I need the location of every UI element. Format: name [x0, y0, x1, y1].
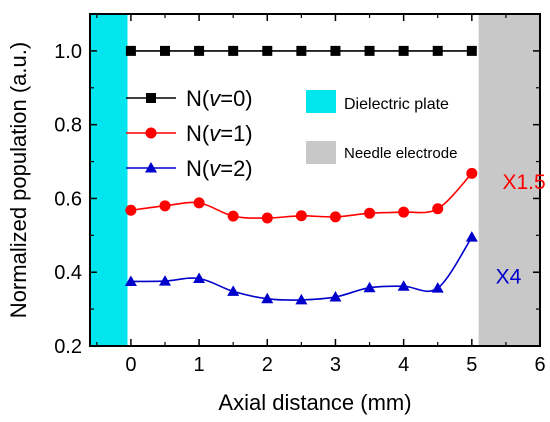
legend-label-0: N(v=0) — [186, 86, 253, 111]
data-point-s1-4 — [261, 212, 273, 224]
data-point-s0-9 — [432, 45, 443, 56]
data-point-s0-6 — [330, 45, 341, 56]
y-tick-label: 0.2 — [54, 336, 82, 358]
data-point-s1-10 — [466, 167, 478, 179]
y-axis-label: Normalized population (a.u.) — [6, 42, 31, 318]
y-tick-label: 0.4 — [54, 262, 82, 284]
data-point-s0-10 — [466, 45, 477, 56]
legend-marker-1 — [145, 127, 157, 139]
legend-label-1: N(v=1) — [186, 121, 253, 146]
x-tick-label: 5 — [466, 354, 477, 376]
data-point-s1-7 — [364, 207, 376, 219]
legend-marker-0 — [146, 93, 156, 103]
data-point-s0-7 — [364, 45, 375, 56]
data-point-s1-1 — [159, 200, 171, 212]
series-lines — [130, 50, 473, 301]
data-point-s0-4 — [262, 45, 273, 56]
data-point-s0-5 — [296, 45, 307, 56]
tick-labels: 0 1 2 3 4 5 6 0.2 0.4 0.6 0.8 1.0 — [54, 41, 545, 376]
region-dielectric-plate — [90, 14, 128, 346]
data-point-s2-6 — [329, 290, 342, 302]
data-point-s2-7 — [363, 281, 376, 293]
legend-region-label-1: Needle electrode — [344, 145, 457, 162]
data-point-s1-6 — [329, 211, 341, 223]
data-point-s2-1 — [159, 275, 171, 286]
annotation-1: X4 — [496, 265, 522, 288]
annotations: X1.5 X4 — [496, 171, 546, 288]
x-tick-label: 4 — [398, 354, 409, 376]
data-point-s0-8 — [398, 45, 409, 56]
series-line-2 — [130, 236, 473, 301]
y-tick-label: 0.8 — [54, 115, 82, 137]
data-point-s1-3 — [227, 210, 239, 222]
data-point-s2-9 — [431, 282, 444, 293]
legend-swatch-0 — [306, 90, 336, 113]
x-tick-label: 6 — [534, 354, 545, 376]
x-tick-label: 1 — [194, 354, 205, 376]
data-point-s2-10 — [465, 231, 478, 242]
data-point-s2-0 — [124, 275, 137, 286]
legend-swatch-1 — [306, 141, 336, 164]
series-markers — [124, 45, 478, 305]
x-tick-label: 3 — [330, 354, 341, 376]
axis-ticks — [90, 14, 541, 347]
data-point-s2-3 — [227, 285, 240, 296]
data-point-s1-0 — [125, 204, 137, 216]
data-point-s1-2 — [193, 197, 205, 209]
data-point-s2-5 — [295, 293, 308, 305]
data-point-s1-5 — [295, 210, 307, 222]
region-needle-electrode — [478, 14, 540, 346]
plot-frame — [89, 13, 541, 347]
legend: N(v=0) N(v=1) N(v=2) Dielectric plate Needle… — [126, 86, 457, 181]
x-tick-label: 0 — [125, 354, 136, 376]
data-point-s2-4 — [261, 292, 274, 304]
data-point-s0-1 — [160, 45, 170, 56]
data-point-s0-0 — [125, 45, 136, 56]
x-tick-label: 2 — [262, 354, 273, 376]
data-point-s0-3 — [228, 45, 239, 56]
shaded-regions — [90, 14, 540, 346]
data-point-s1-8 — [398, 206, 410, 218]
data-point-s2-8 — [397, 280, 410, 291]
legend-marker-2 — [145, 162, 157, 173]
y-tick-label: 0.6 — [54, 188, 82, 210]
data-point-s2-2 — [193, 272, 206, 283]
data-point-s1-9 — [432, 203, 444, 215]
legend-label-2: N(v=2) — [186, 156, 253, 181]
y-tick-label: 1.0 — [54, 41, 82, 63]
x-axis-label: Axial distance (mm) — [218, 390, 411, 415]
annotation-0: X1.5 — [503, 171, 546, 194]
legend-region-label-0: Dielectric plate — [344, 96, 449, 113]
data-point-s0-2 — [194, 45, 205, 56]
